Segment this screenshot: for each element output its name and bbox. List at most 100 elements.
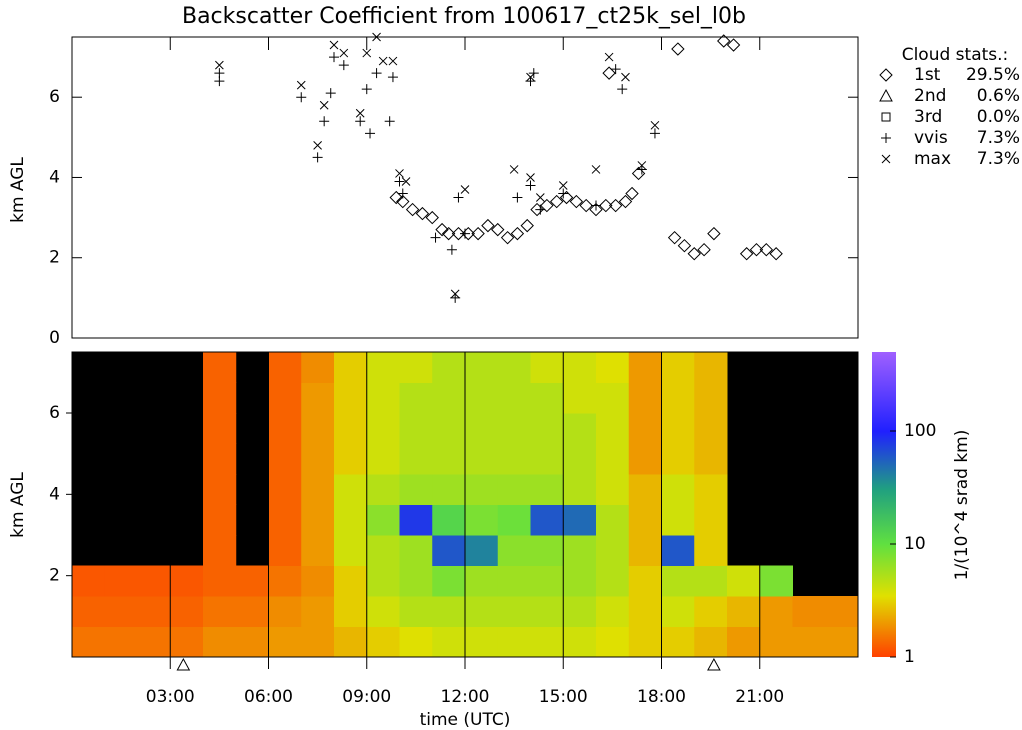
heatmap-cell bbox=[465, 504, 499, 536]
marker bbox=[387, 72, 398, 83]
heatmap-cell bbox=[661, 504, 695, 536]
heatmap-cell bbox=[530, 474, 564, 505]
heatmap-cell bbox=[268, 504, 302, 536]
marker bbox=[481, 218, 495, 233]
legend-symbol bbox=[881, 133, 891, 143]
marker bbox=[528, 68, 539, 79]
marker bbox=[401, 177, 411, 186]
marker bbox=[569, 194, 584, 209]
colorbar-tick-label: 1 bbox=[904, 647, 915, 667]
marker bbox=[526, 173, 535, 182]
heatmap-cell bbox=[334, 352, 368, 383]
legend-stat: 0.0% bbox=[977, 107, 1020, 127]
heatmap-cell bbox=[563, 535, 597, 566]
marker bbox=[355, 108, 365, 118]
heatmap-cell bbox=[596, 596, 630, 627]
heatmap-cell bbox=[432, 504, 466, 536]
heatmap-cell bbox=[661, 413, 695, 444]
marker bbox=[319, 116, 330, 127]
heatmap-cell bbox=[268, 535, 302, 566]
heatmap-cell bbox=[628, 535, 662, 566]
heatmap-cell bbox=[334, 382, 368, 414]
marker bbox=[389, 190, 403, 205]
heatmap-cell bbox=[563, 626, 597, 658]
heatmap-cell bbox=[825, 626, 859, 658]
heatmap-cell bbox=[563, 413, 597, 444]
x-axis-label: time (UTC) bbox=[420, 710, 511, 730]
x-tick-label: 09:00 bbox=[342, 687, 391, 707]
heatmap-cell bbox=[301, 474, 335, 505]
heatmap-cell bbox=[563, 565, 597, 597]
marker bbox=[525, 180, 536, 191]
heatmap-cell bbox=[399, 352, 433, 383]
heatmap-cell bbox=[727, 565, 761, 597]
legend-stat: 0.6% bbox=[977, 86, 1020, 106]
marker bbox=[372, 32, 381, 42]
y-tick-label: 4 bbox=[49, 484, 60, 504]
marker bbox=[450, 289, 460, 299]
heatmap-cell bbox=[203, 382, 237, 414]
marker bbox=[625, 186, 639, 201]
x-tick-label: 06:00 bbox=[244, 687, 293, 707]
marker bbox=[500, 230, 515, 245]
top-frame bbox=[71, 36, 859, 339]
marker bbox=[312, 152, 323, 163]
marker bbox=[435, 222, 449, 237]
marker bbox=[739, 247, 754, 261]
heatmap-cell bbox=[268, 596, 302, 627]
heatmap-cell bbox=[170, 596, 204, 627]
heatmap-cell bbox=[366, 535, 400, 566]
heatmap-cell bbox=[465, 443, 499, 475]
heatmap-cell bbox=[203, 626, 237, 658]
heatmap-cell bbox=[661, 474, 695, 505]
marker bbox=[649, 128, 660, 139]
heatmap-cell bbox=[432, 596, 466, 627]
marker bbox=[214, 68, 225, 79]
heatmap-cell bbox=[203, 413, 237, 444]
marker bbox=[526, 72, 535, 82]
marker bbox=[329, 52, 339, 63]
heatmap-cell bbox=[596, 504, 630, 536]
heatmap-cell bbox=[334, 474, 368, 505]
heatmap-cell bbox=[497, 596, 531, 627]
heatmap-cell bbox=[596, 626, 630, 658]
heatmap-cell bbox=[137, 626, 171, 658]
marker bbox=[535, 204, 546, 215]
legend-stat: 29.5% bbox=[966, 65, 1020, 85]
marker bbox=[535, 193, 545, 202]
heatmap-cell bbox=[366, 352, 400, 383]
heatmap-cell bbox=[334, 443, 368, 475]
heatmap-cell bbox=[563, 443, 597, 475]
heatmap-cell bbox=[301, 382, 335, 414]
heatmap-cell bbox=[104, 596, 138, 627]
colorbar-label: 1/(10^4 srad km) bbox=[952, 430, 972, 581]
heatmap-cell bbox=[399, 413, 433, 444]
marker bbox=[749, 242, 764, 257]
marker bbox=[667, 230, 682, 245]
heatmap-cell bbox=[399, 474, 433, 505]
marker bbox=[425, 210, 439, 225]
marker bbox=[388, 56, 398, 66]
heatmap-cell bbox=[694, 596, 728, 627]
heatmap-cell bbox=[268, 443, 302, 475]
heatmap-cell bbox=[432, 626, 466, 658]
heatmap-cell bbox=[301, 352, 335, 383]
heatmap-cell bbox=[399, 565, 433, 597]
heatmap-cell bbox=[563, 504, 597, 536]
heatmap-cell bbox=[301, 535, 335, 566]
x-tick-label: 12:00 bbox=[441, 687, 490, 707]
heatmap-cell bbox=[563, 382, 597, 414]
marker bbox=[608, 198, 623, 213]
marker bbox=[559, 190, 574, 205]
heatmap-cell bbox=[825, 596, 859, 627]
heatmap-cell bbox=[465, 565, 499, 597]
marker bbox=[430, 232, 441, 243]
colorbar-tick-label: 100 bbox=[904, 421, 936, 441]
marker bbox=[637, 161, 647, 170]
heatmap-cell bbox=[72, 626, 106, 658]
heatmap-cell bbox=[661, 565, 695, 597]
heatmap-cell bbox=[268, 626, 302, 658]
marker bbox=[530, 202, 544, 217]
heatmap-cell bbox=[203, 565, 237, 597]
